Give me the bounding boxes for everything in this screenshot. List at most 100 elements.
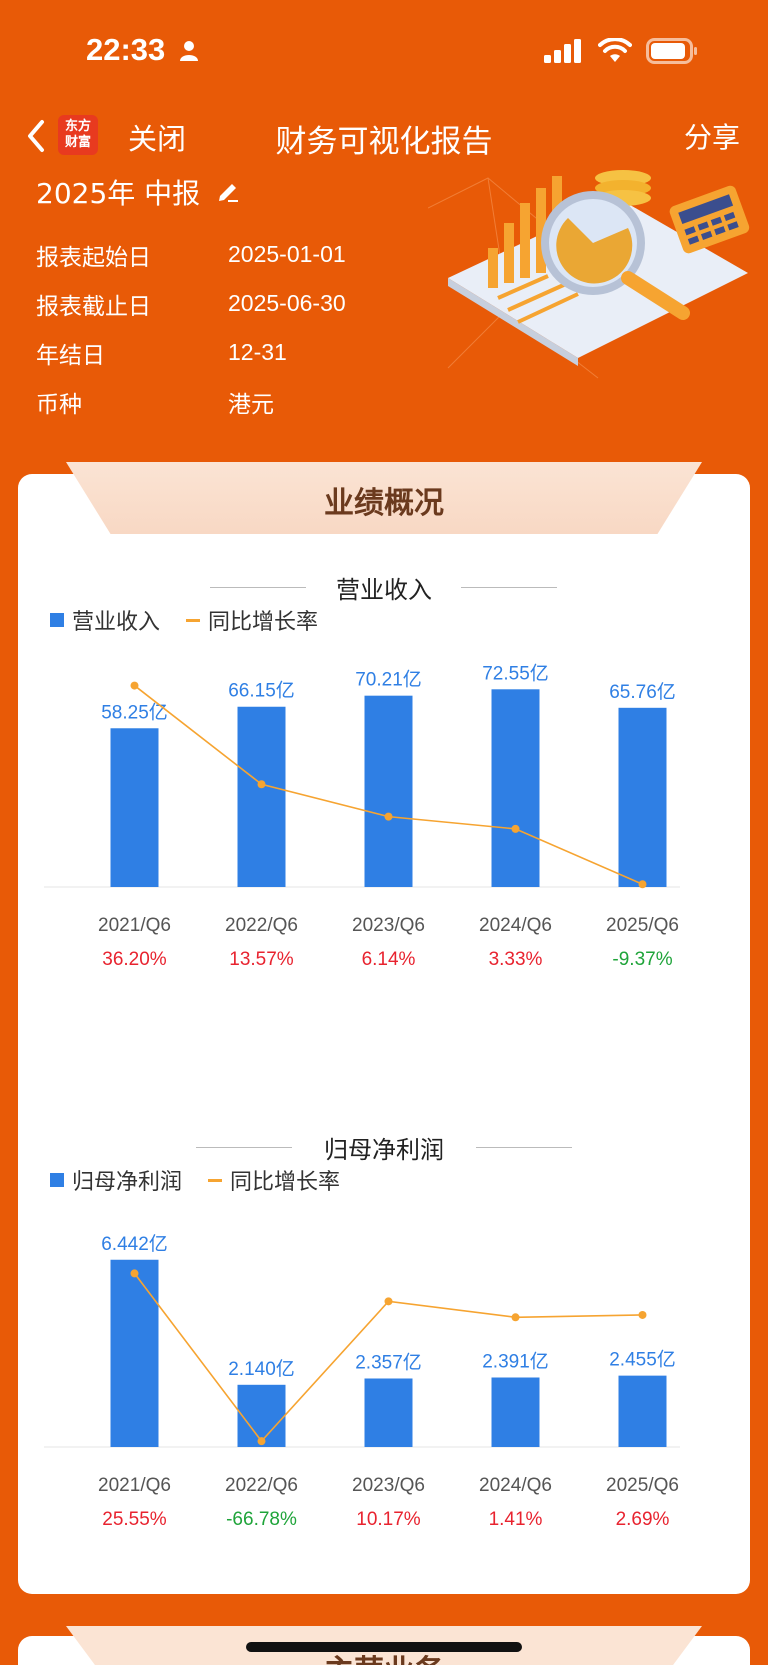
performance-card: 业绩概况 营业收入 营业收入 同比增长率 58.25亿 2021/Q6 36.20%… bbox=[18, 462, 750, 1594]
legend-revenue: 营业收入 同比增长率 bbox=[50, 604, 318, 636]
x-tick-label: 2025/Q6 bbox=[606, 915, 679, 936]
nav-bar: 东方 财富 关闭 财务可视化报告 分享 bbox=[0, 110, 768, 162]
growth-label: 1.41% bbox=[489, 1509, 543, 1530]
bar bbox=[110, 728, 159, 887]
legend-bar-swatch bbox=[50, 613, 64, 627]
growth-label: 6.14% bbox=[362, 949, 416, 970]
chart-title-revenue: 营业收入 bbox=[336, 576, 432, 604]
growth-point bbox=[130, 681, 139, 690]
info-row-currency: 币种 港元 bbox=[36, 377, 346, 426]
logo-text-2: 财富 bbox=[64, 135, 91, 150]
value-label: 6.442亿 bbox=[101, 1233, 168, 1255]
growth-point bbox=[511, 1313, 520, 1322]
logo-text-1: 东方 bbox=[64, 119, 91, 134]
growth-point bbox=[384, 1297, 393, 1306]
growth-label: -9.37% bbox=[612, 949, 672, 970]
x-tick-label: 2021/Q6 bbox=[98, 915, 171, 936]
value-label: 2.357亿 bbox=[355, 1351, 422, 1373]
growth-point bbox=[130, 1269, 139, 1278]
report-period-selector[interactable]: 2025年 中报 bbox=[36, 172, 346, 212]
revenue-chart: 58.25亿 2021/Q6 36.20% 66.15亿 2022/Q6 13.57% 70… bbox=[44, 662, 680, 970]
divider bbox=[210, 587, 306, 588]
info-value: 港元 bbox=[228, 390, 274, 417]
share-button[interactable]: 分享 bbox=[683, 121, 740, 154]
growth-label: 13.57% bbox=[229, 949, 294, 970]
info-label: 报表截止日 bbox=[36, 293, 151, 320]
legend-net-profit: 归母净利润 同比增长率 bbox=[50, 1164, 340, 1196]
info-value: 2025-06-30 bbox=[228, 290, 346, 316]
bar bbox=[364, 695, 413, 887]
bar bbox=[491, 1377, 540, 1447]
card-banner bbox=[66, 462, 702, 534]
growth-point bbox=[257, 1437, 266, 1446]
info-value: 2025-01-01 bbox=[228, 241, 346, 267]
bar bbox=[491, 689, 540, 887]
wifi-icon bbox=[598, 38, 632, 62]
bar bbox=[618, 707, 667, 887]
value-label: 70.21亿 bbox=[355, 669, 422, 691]
legend-label: 同比增长率 bbox=[208, 610, 319, 635]
report-header: 2025年 中报 报表起始日 2025-01-01 报表截止日 2025-06-… bbox=[36, 172, 346, 426]
growth-label: 2.69% bbox=[616, 1509, 670, 1530]
x-tick-label: 2024/Q6 bbox=[479, 915, 552, 936]
growth-label: -66.78% bbox=[226, 1509, 297, 1530]
growth-label: 36.20% bbox=[102, 949, 167, 970]
info-row-start-date: 报表起始日 2025-01-01 bbox=[36, 230, 346, 279]
app-logo: 东方 财富 bbox=[58, 115, 98, 155]
bar bbox=[237, 1384, 286, 1447]
status-time: 22:33 bbox=[86, 32, 166, 67]
growth-point bbox=[638, 1310, 647, 1319]
growth-label: 3.33% bbox=[489, 949, 543, 970]
edit-icon[interactable] bbox=[216, 180, 240, 204]
value-label: 58.25亿 bbox=[101, 701, 168, 723]
info-label: 年结日 bbox=[36, 342, 105, 369]
info-label: 报表起始日 bbox=[36, 244, 151, 271]
next-card-title: 主营业务 bbox=[18, 1646, 750, 1665]
card-title: 业绩概况 bbox=[324, 486, 444, 521]
value-label: 2.391亿 bbox=[482, 1351, 549, 1373]
value-label: 72.55亿 bbox=[482, 662, 549, 684]
status-icons bbox=[544, 38, 698, 64]
growth-point bbox=[384, 812, 393, 821]
growth-label: 10.17% bbox=[356, 1509, 421, 1530]
back-icon[interactable] bbox=[22, 116, 52, 156]
x-tick-label: 2021/Q6 bbox=[98, 1475, 171, 1496]
legend-label: 同比增长率 bbox=[230, 1170, 341, 1195]
close-button[interactable]: 关闭 bbox=[128, 122, 187, 156]
value-label: 2.140亿 bbox=[228, 1358, 295, 1380]
info-row-end-date: 报表截止日 2025-06-30 bbox=[36, 279, 346, 328]
status-bar: 22:33 bbox=[0, 0, 768, 100]
bar bbox=[110, 1259, 159, 1447]
x-tick-label: 2022/Q6 bbox=[225, 1475, 298, 1496]
divider bbox=[461, 587, 557, 588]
info-row-year-end: 年结日 12-31 bbox=[36, 328, 346, 377]
info-value: 12-31 bbox=[228, 339, 287, 365]
home-indicator bbox=[246, 1642, 522, 1652]
person-icon bbox=[180, 41, 198, 61]
legend-label: 营业收入 bbox=[72, 610, 161, 635]
cellular-signal-icon bbox=[544, 39, 581, 63]
info-label: 币种 bbox=[36, 391, 82, 418]
legend-line-swatch bbox=[186, 618, 201, 622]
legend-bar-swatch bbox=[50, 1173, 64, 1187]
value-label: 65.76亿 bbox=[609, 681, 676, 703]
growth-point bbox=[257, 780, 266, 789]
growth-point bbox=[638, 880, 647, 889]
bar bbox=[364, 1378, 413, 1447]
x-tick-label: 2023/Q6 bbox=[352, 1475, 425, 1496]
value-label: 2.455亿 bbox=[609, 1349, 676, 1371]
report-info: 报表起始日 2025-01-01 报表截止日 2025-06-30 年结日 12… bbox=[36, 230, 346, 426]
page-title: 财务可视化报告 bbox=[275, 124, 493, 160]
x-tick-label: 2024/Q6 bbox=[479, 1475, 552, 1496]
x-tick-label: 2022/Q6 bbox=[225, 915, 298, 936]
value-label: 66.15亿 bbox=[228, 680, 295, 702]
battery-icon bbox=[646, 38, 697, 64]
report-period: 2025年 中报 bbox=[36, 177, 201, 210]
x-tick-label: 2023/Q6 bbox=[352, 915, 425, 936]
divider bbox=[196, 1147, 292, 1148]
net-profit-chart: 6.442亿 2021/Q6 25.55% 2.140亿 2022/Q6 -66.78% 2… bbox=[44, 1233, 680, 1530]
bar bbox=[237, 706, 286, 887]
report-illustration bbox=[428, 170, 750, 379]
legend-line-swatch bbox=[208, 1178, 223, 1182]
growth-point bbox=[511, 824, 520, 833]
